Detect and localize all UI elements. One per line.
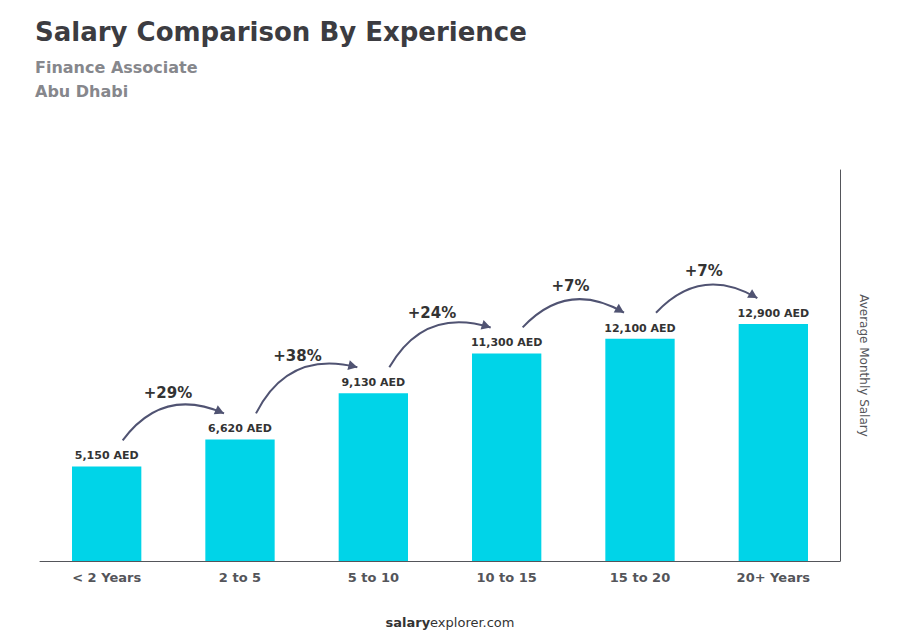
- svg-text:+29%: +29%: [144, 384, 192, 402]
- svg-text:10 to 15: 10 to 15: [476, 570, 536, 585]
- svg-text:Salary Comparison By Experienc: Salary Comparison By Experience: [35, 17, 527, 47]
- svg-text:salary: salary: [385, 615, 430, 630]
- svg-text:12,100 AED: 12,100 AED: [604, 322, 675, 335]
- svg-text:9,130 AED: 9,130 AED: [341, 376, 405, 389]
- svg-text:Finance Associate: Finance Associate: [35, 58, 198, 77]
- svg-text:+24%: +24%: [408, 304, 456, 322]
- svg-text:2 to 5: 2 to 5: [219, 570, 261, 585]
- svg-text:+38%: +38%: [273, 347, 321, 365]
- svg-text:15 to 20: 15 to 20: [610, 570, 670, 585]
- svg-text:Average Monthly Salary: Average Monthly Salary: [857, 294, 871, 437]
- svg-text:< 2 Years: < 2 Years: [72, 570, 141, 585]
- svg-text:20+ Years: 20+ Years: [737, 570, 811, 585]
- svg-text:explorer.com: explorer.com: [430, 615, 514, 630]
- svg-text:5 to 10: 5 to 10: [348, 570, 399, 585]
- svg-text:11,300 AED: 11,300 AED: [471, 336, 542, 349]
- svg-text:+7%: +7%: [551, 277, 589, 295]
- svg-text:Abu Dhabi: Abu Dhabi: [35, 82, 128, 101]
- svg-text:+7%: +7%: [685, 262, 723, 280]
- svg-text:5,150 AED: 5,150 AED: [75, 449, 139, 462]
- svg-text:6,620 AED: 6,620 AED: [208, 422, 272, 435]
- svg-text:12,900 AED: 12,900 AED: [738, 307, 809, 320]
